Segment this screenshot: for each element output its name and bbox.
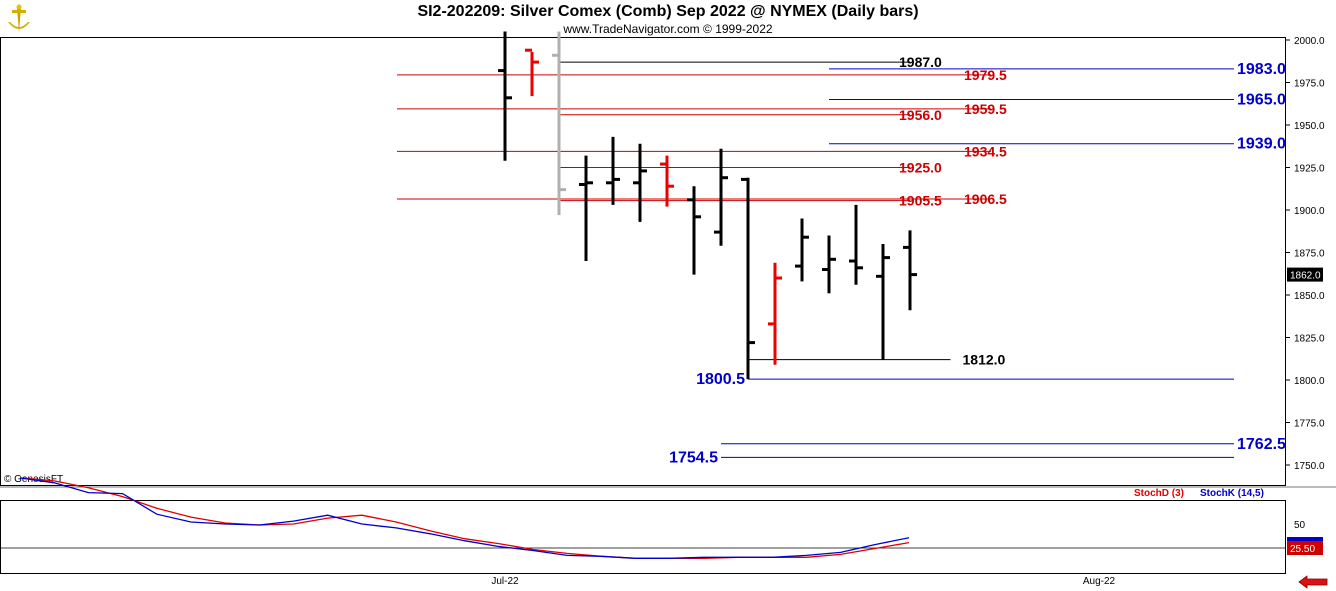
level-label: 1987.0 (899, 54, 942, 70)
chart-subtitle: www.TradeNavigator.com © 1999-2022 (563, 22, 773, 36)
ohlc-bar (822, 235, 836, 294)
chart-title: SI2-202209: Silver Comex (Comb) Sep 2022… (417, 3, 919, 20)
ohlc-bar (498, 31, 512, 161)
stoch-series-line (19, 477, 910, 559)
ohlc-bar (903, 230, 917, 311)
ohlc-bar (768, 262, 782, 365)
level-label: 1925.0 (899, 160, 942, 176)
y-tick-label: 1750.0 (1294, 461, 1325, 472)
ohlc-bar (579, 155, 593, 261)
level-label: 1965.0 (1237, 92, 1286, 109)
stochk-legend: StochK (14,5) (1200, 488, 1264, 499)
ohlc-bar (633, 143, 647, 222)
y-tick-label: 1825.0 (1294, 334, 1325, 345)
ohlc-bar (714, 148, 728, 246)
last-price-label: 1862.0 (1290, 271, 1321, 282)
ohlc-bar (606, 136, 620, 205)
ohlc-bar (795, 218, 809, 282)
y-tick-label: 2000.0 (1294, 36, 1325, 47)
y-tick-label: 1950.0 (1294, 121, 1325, 132)
y-tick-label: 1850.0 (1294, 291, 1325, 302)
ohlc-bar (849, 204, 863, 285)
level-label: 1905.5 (899, 193, 942, 209)
x-tick-label: Aug-22 (1083, 576, 1116, 587)
y-tick-label: 1975.0 (1294, 79, 1325, 90)
level-label: 1906.5 (964, 191, 1007, 207)
stoch-k-marker (1287, 537, 1323, 542)
level-label: 1934.5 (964, 143, 1007, 159)
stoch-tick-label: 50 (1294, 520, 1306, 531)
stochastic-pane-frame (0, 500, 1286, 574)
level-label: 1979.5 (964, 67, 1007, 83)
level-label: 1983.0 (1237, 61, 1286, 78)
stoch-reference-label: 25.50 (1290, 544, 1315, 555)
ohlc-bar (876, 244, 890, 360)
level-label: 1939.0 (1237, 136, 1286, 153)
y-tick-label: 1775.0 (1294, 419, 1325, 430)
y-tick-label: 1900.0 (1294, 206, 1325, 217)
level-label: 1956.0 (899, 107, 942, 123)
ohlc-bar (741, 177, 755, 380)
x-tick-label: Jul-22 (491, 576, 519, 587)
stoch-reference-box (1287, 541, 1323, 556)
ohlc-bar (687, 186, 701, 275)
ohlc-bar (525, 48, 539, 97)
level-label: 1754.5 (669, 449, 718, 466)
level-label: 1812.0 (963, 352, 1006, 368)
stochd-legend: StochD (3) (1134, 488, 1184, 499)
main-pane-frame (0, 37, 1286, 486)
level-label: 1800.5 (696, 371, 745, 388)
ohlc-bar (660, 155, 674, 207)
stoch-series-line (19, 477, 910, 559)
back-arrow-icon[interactable] (1298, 575, 1328, 589)
y-tick-label: 1800.0 (1294, 376, 1325, 387)
ohlc-bar (552, 31, 566, 216)
y-tick-label: 1875.0 (1294, 249, 1325, 260)
level-label: 1762.5 (1237, 436, 1286, 453)
y-tick-label: 1925.0 (1294, 164, 1325, 175)
genesis-logo-icon (8, 4, 30, 32)
last-price-box (1287, 267, 1323, 282)
level-label: 1959.5 (964, 101, 1007, 117)
